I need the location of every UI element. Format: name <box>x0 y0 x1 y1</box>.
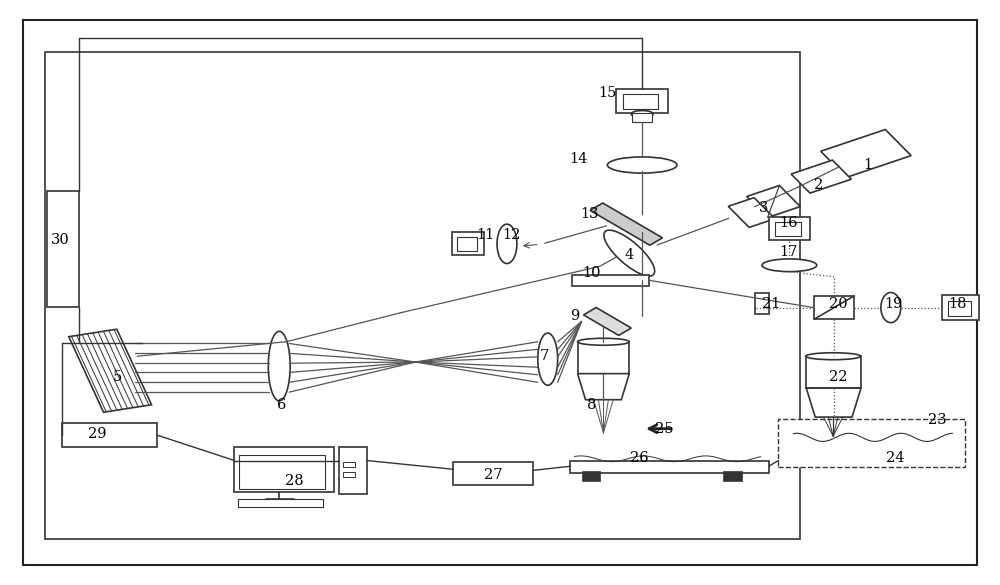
Bar <box>572 275 649 285</box>
Text: 17: 17 <box>779 245 798 259</box>
Text: 28: 28 <box>285 474 303 488</box>
Text: 9: 9 <box>570 309 579 323</box>
Bar <box>570 460 768 473</box>
Text: 19: 19 <box>885 297 903 311</box>
Ellipse shape <box>268 331 290 401</box>
Text: 5: 5 <box>113 370 122 384</box>
Bar <box>45 52 800 539</box>
Text: 15: 15 <box>598 85 617 99</box>
Polygon shape <box>590 203 663 245</box>
Bar <box>343 462 355 467</box>
Bar <box>234 447 334 493</box>
Ellipse shape <box>497 224 517 263</box>
Text: 8: 8 <box>587 398 596 412</box>
Polygon shape <box>747 185 800 218</box>
Bar <box>239 455 325 489</box>
Bar <box>724 472 742 481</box>
Bar <box>623 94 658 109</box>
Ellipse shape <box>881 292 901 323</box>
Bar <box>942 295 979 320</box>
Text: 21: 21 <box>762 297 781 311</box>
Bar <box>583 472 600 481</box>
Text: 7: 7 <box>540 349 549 363</box>
Text: 30: 30 <box>51 233 70 247</box>
Text: 29: 29 <box>88 428 106 442</box>
Bar <box>339 446 367 494</box>
Ellipse shape <box>762 259 817 271</box>
Polygon shape <box>791 160 851 193</box>
Text: 10: 10 <box>582 266 601 280</box>
Text: 6: 6 <box>277 398 286 412</box>
Ellipse shape <box>604 230 655 276</box>
Polygon shape <box>69 329 152 412</box>
Text: 25: 25 <box>655 422 673 436</box>
Text: 1: 1 <box>863 158 873 172</box>
Text: 24: 24 <box>886 450 904 464</box>
Polygon shape <box>821 129 911 177</box>
Text: 27: 27 <box>484 468 502 482</box>
Text: 22: 22 <box>829 370 847 384</box>
Text: 2: 2 <box>814 178 823 192</box>
Polygon shape <box>728 198 775 228</box>
Bar <box>62 423 157 447</box>
Ellipse shape <box>538 333 558 385</box>
Text: 16: 16 <box>779 216 798 230</box>
Bar <box>775 222 801 236</box>
Ellipse shape <box>806 353 860 360</box>
Text: 11: 11 <box>476 228 494 242</box>
Bar <box>47 191 79 307</box>
Bar <box>452 232 484 255</box>
Text: 4: 4 <box>625 248 634 262</box>
Text: 23: 23 <box>928 413 947 427</box>
Bar <box>769 217 810 240</box>
Bar <box>616 88 668 113</box>
Text: 3: 3 <box>759 201 768 215</box>
Text: 14: 14 <box>569 152 588 166</box>
Ellipse shape <box>631 111 653 118</box>
Text: 20: 20 <box>829 297 847 311</box>
Bar <box>806 356 861 388</box>
Text: 13: 13 <box>580 207 599 221</box>
Bar <box>238 500 323 507</box>
Text: 26: 26 <box>630 450 649 464</box>
Bar <box>578 342 629 374</box>
Bar <box>778 419 965 467</box>
Polygon shape <box>806 388 861 417</box>
Bar <box>453 462 533 485</box>
Ellipse shape <box>578 338 629 345</box>
Text: 12: 12 <box>503 228 521 242</box>
Ellipse shape <box>607 157 677 173</box>
Bar <box>814 296 854 319</box>
Bar <box>948 301 971 316</box>
Bar <box>632 113 652 122</box>
Text: 18: 18 <box>948 297 967 311</box>
Bar <box>755 293 769 314</box>
Bar <box>457 237 477 251</box>
Polygon shape <box>583 308 631 335</box>
Bar <box>343 472 355 477</box>
Polygon shape <box>578 374 629 400</box>
